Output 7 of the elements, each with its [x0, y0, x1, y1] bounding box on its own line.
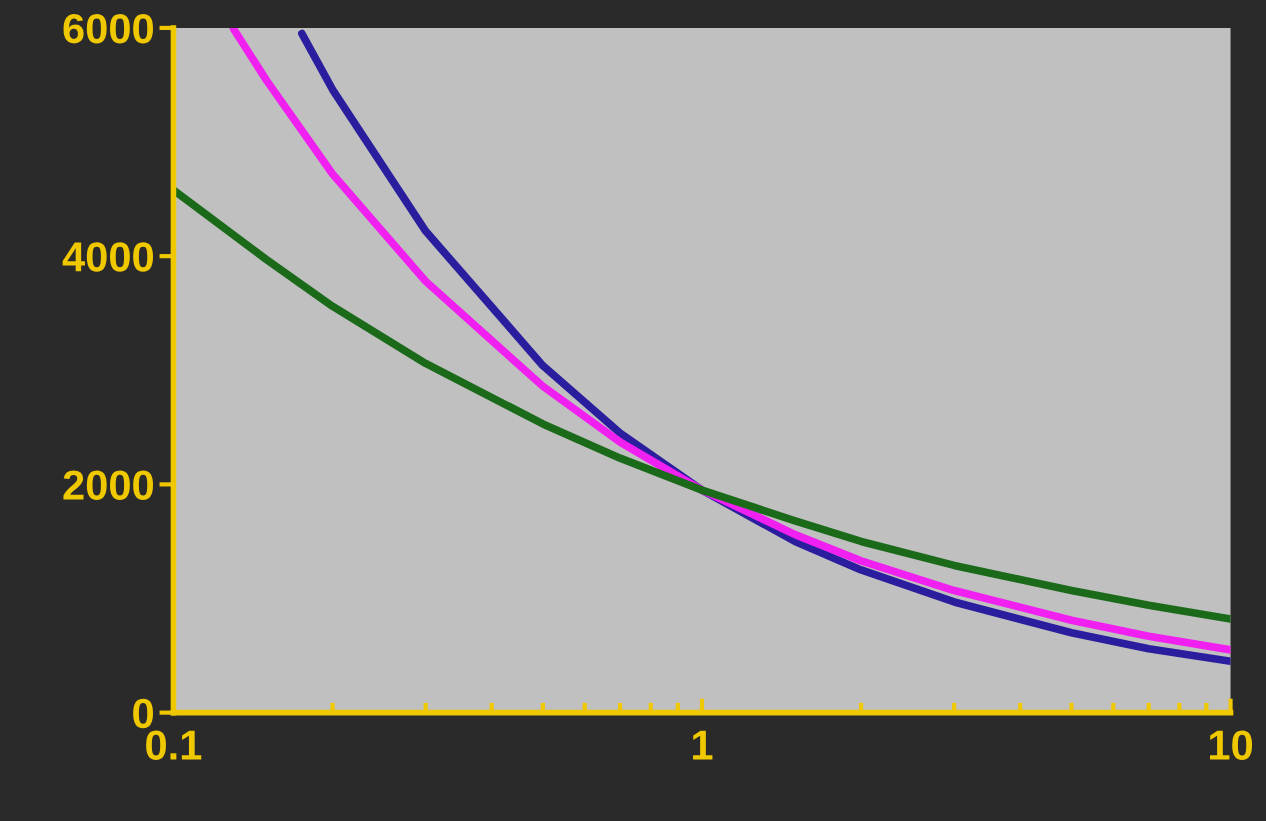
x-tick-label: 1 [693, 730, 713, 760]
y-tick-label: 2000 [63, 470, 153, 500]
y-tick-label: 0 [133, 698, 153, 729]
y-tick-label: 4000 [62, 242, 153, 272]
y-tick-label: 6000 [63, 13, 153, 44]
x-tick-label: 0.1 [146, 730, 202, 760]
x-tick-label: 10 [1210, 730, 1253, 760]
